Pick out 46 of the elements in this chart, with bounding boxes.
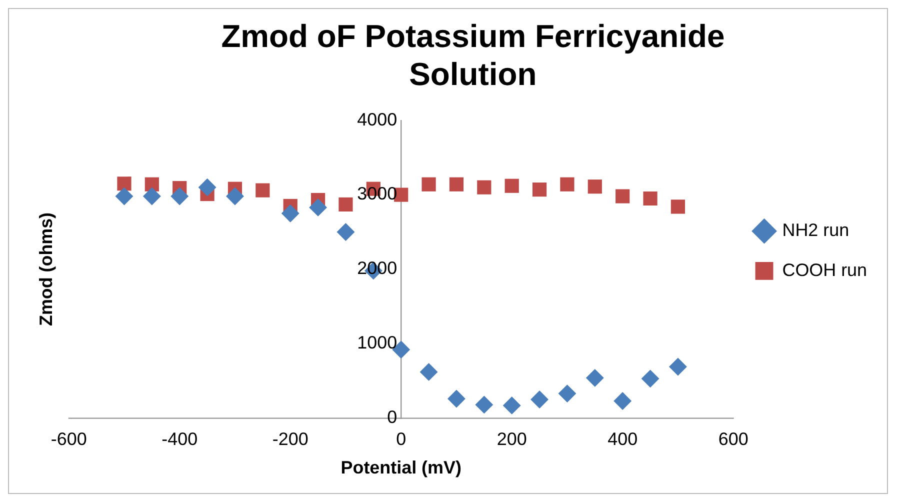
point [504,178,519,193]
point [309,198,328,216]
point [338,197,353,212]
point [530,390,549,408]
point [226,187,244,206]
point [502,396,521,414]
point [477,180,492,194]
point [281,204,300,222]
point [144,177,159,192]
legend-label: NH2 run [782,220,850,240]
x-tick-label: 600 [718,428,748,449]
point [668,358,687,376]
point [170,187,189,206]
x-tick-label: -200 [272,428,308,449]
point [586,368,604,387]
point [558,384,576,403]
x-tick-label: -600 [50,428,87,449]
x-tick-label: -400 [162,428,198,449]
point [449,177,464,192]
point [336,223,355,241]
point [198,178,216,196]
point [641,370,660,388]
point [560,177,574,192]
point [532,182,547,197]
point [616,189,630,204]
legend-label: COOH run [782,260,868,280]
point [142,187,161,206]
point [422,177,436,192]
point [117,176,132,191]
point [670,200,686,214]
x-tick-label: 200 [496,428,527,449]
y-tick-label: 0 [387,407,398,428]
x-tick-label: 400 [608,428,638,449]
point [475,396,494,414]
point [447,390,466,408]
point [588,180,602,194]
point [420,362,438,381]
point [643,191,658,206]
y-tick-label: 4000 [357,109,398,130]
y-tick-label: 1000 [357,332,398,353]
x-axis-title: Potential (mV) [340,457,462,478]
point [256,183,270,198]
y-axis-title: Zmod (ohms) [36,212,56,326]
chart-title: Zmod oF Potassium Ferricyanide Solution [221,18,725,92]
point [115,187,134,206]
point [614,392,632,410]
